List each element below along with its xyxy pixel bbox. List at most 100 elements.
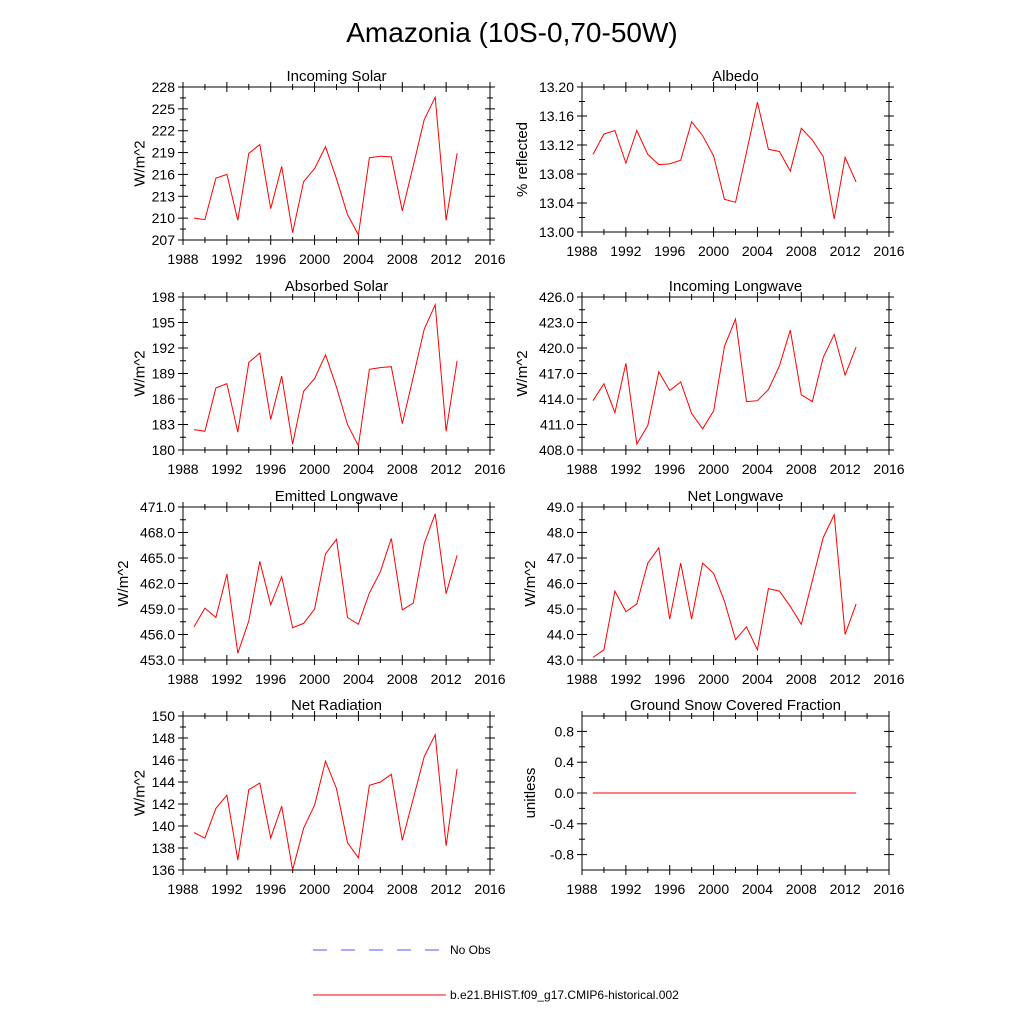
- y-axis-label: W/m^2: [514, 350, 531, 396]
- x-tick-label: 1988: [566, 243, 597, 259]
- x-tick-label: 2008: [786, 671, 817, 687]
- y-tick-label: 136: [152, 862, 176, 878]
- y-tick-label: 47.0: [547, 550, 574, 566]
- panel-ground-snow-covered-fraction: Ground Snow Covered Fraction -0.8 -0.4 0.0 0…: [522, 697, 905, 897]
- y-tick-label: 150: [152, 708, 176, 724]
- x-tick-label: 1988: [566, 461, 597, 477]
- y-tick-label: 44.0: [547, 627, 574, 643]
- x-tick-label: 2016: [873, 671, 904, 687]
- y-tick-label: 195: [152, 315, 176, 331]
- x-tick-label: 1996: [255, 251, 286, 267]
- x-tick-label: 2012: [830, 461, 861, 477]
- x-tick-label: 2016: [873, 881, 904, 897]
- y-tick-label: 13.16: [539, 108, 574, 124]
- y-axis-label: W/m^2: [131, 770, 148, 816]
- panel-title: Net Longwave: [688, 488, 784, 505]
- x-tick-label: 2008: [387, 671, 418, 687]
- x-tick-label: 2004: [742, 243, 773, 259]
- panel-title: Incoming Longwave: [669, 278, 802, 295]
- x-tick-label: 2016: [873, 461, 904, 477]
- panel-net-radiation: Net Radiation 136 138 140 142 144 146 148 150 198…: [131, 697, 505, 897]
- y-axis-label: W/m^2: [115, 560, 132, 606]
- x-tick-label: 1996: [255, 671, 286, 687]
- y-tick-label: 465.0: [140, 550, 175, 566]
- y-tick-label: 43.0: [547, 652, 574, 668]
- x-tick-label: 1992: [211, 671, 242, 687]
- x-tick-label: 1992: [610, 461, 641, 477]
- y-tick-label: 207: [152, 232, 176, 248]
- plot-frame: [182, 86, 491, 241]
- x-tick-label: 2000: [698, 243, 729, 259]
- y-axis-label: % reflected: [514, 122, 531, 197]
- x-tick-label: 2000: [698, 671, 729, 687]
- y-tick-label: 13.04: [539, 195, 574, 211]
- x-tick-label: 1988: [566, 881, 597, 897]
- panel-net-longwave: Net Longwave 43.0 44.0 45.0 46.0 47.0 48.0 49.0…: [522, 488, 905, 687]
- y-tick-label: 0.8: [555, 723, 575, 739]
- x-tick-label: 2008: [786, 881, 817, 897]
- y-tick-label: 189: [152, 366, 176, 382]
- y-tick-label: 216: [152, 166, 176, 182]
- x-tick-label: 2004: [343, 671, 374, 687]
- x-tick-label: 1996: [255, 881, 286, 897]
- y-tick-label: 142: [152, 796, 176, 812]
- x-tick-label: 2012: [431, 671, 462, 687]
- x-tick-label: 2004: [343, 881, 374, 897]
- x-tick-label: 2000: [299, 881, 330, 897]
- y-tick-label: 411.0: [540, 417, 574, 433]
- y-tick-label: 13.12: [539, 137, 574, 153]
- panel-title: Ground Snow Covered Fraction: [630, 697, 841, 714]
- x-tick-label: 2016: [474, 881, 505, 897]
- x-tick-label: 2008: [786, 243, 817, 259]
- x-tick-label: 2000: [698, 881, 729, 897]
- x-tick-label: 1992: [211, 881, 242, 897]
- y-tick-label: 219: [152, 145, 176, 161]
- y-tick-label: 0.4: [555, 754, 575, 770]
- x-tick-label: 2004: [742, 461, 773, 477]
- x-tick-label: 2012: [431, 461, 462, 477]
- y-tick-label: 426.0: [539, 289, 574, 305]
- y-tick-label: 423.0: [539, 315, 574, 331]
- panels: Incoming Solar 207 210 213 216 219 222 225 228 19…: [115, 68, 905, 897]
- y-tick-label: -0.4: [550, 816, 574, 832]
- x-tick-label: 1988: [167, 881, 198, 897]
- y-tick-label: 46.0: [547, 576, 574, 592]
- series-line-model: [592, 317, 857, 446]
- y-tick-label: 13.00: [539, 224, 574, 240]
- x-tick-label: 1996: [255, 461, 286, 477]
- panel-title: Emitted Longwave: [275, 488, 398, 505]
- x-tick-label: 1996: [654, 671, 685, 687]
- x-tick-label: 2012: [431, 251, 462, 267]
- x-tick-label: 2000: [299, 671, 330, 687]
- y-tick-label: 459.0: [140, 601, 175, 617]
- x-tick-label: 2008: [387, 251, 418, 267]
- y-tick-label: 213: [152, 188, 176, 204]
- x-tick-label: 2008: [387, 881, 418, 897]
- y-axis-label: W/m^2: [522, 560, 539, 606]
- x-tick-label: 1988: [167, 671, 198, 687]
- x-tick-label: 2016: [474, 671, 505, 687]
- panel-incoming-solar: Incoming Solar 207 210 213 216 219 222 225 228 19…: [131, 68, 505, 267]
- y-tick-label: 417.0: [539, 366, 574, 382]
- y-tick-label: 49.0: [547, 499, 574, 515]
- legend: No Obs b.e21.BHIST.f09_g17.CMIP6-histori…: [313, 943, 679, 1002]
- y-axis-label: W/m^2: [131, 350, 148, 396]
- y-tick-label: 468.0: [140, 525, 175, 541]
- y-tick-label: 183: [152, 417, 176, 433]
- y-axis-label: unitless: [522, 768, 539, 819]
- x-tick-label: 2000: [299, 461, 330, 477]
- series-line-model: [193, 732, 458, 871]
- legend-label-model: b.e21.BHIST.f09_g17.CMIP6-historical.002: [450, 988, 679, 1002]
- series-line-model: [592, 512, 857, 658]
- y-tick-label: 225: [152, 101, 176, 117]
- x-tick-label: 2012: [830, 881, 861, 897]
- y-tick-label: 462.0: [140, 576, 175, 592]
- y-tick-label: 144: [152, 774, 176, 790]
- y-axis-label: W/m^2: [131, 140, 148, 186]
- y-tick-label: 45.0: [547, 601, 574, 617]
- x-tick-label: 2000: [698, 461, 729, 477]
- y-tick-label: 420.0: [539, 340, 574, 356]
- series-line-model: [193, 302, 458, 448]
- panel-albedo: Albedo 13.00 13.04 13.08 13.12 13.16 13.20 1988…: [514, 68, 905, 259]
